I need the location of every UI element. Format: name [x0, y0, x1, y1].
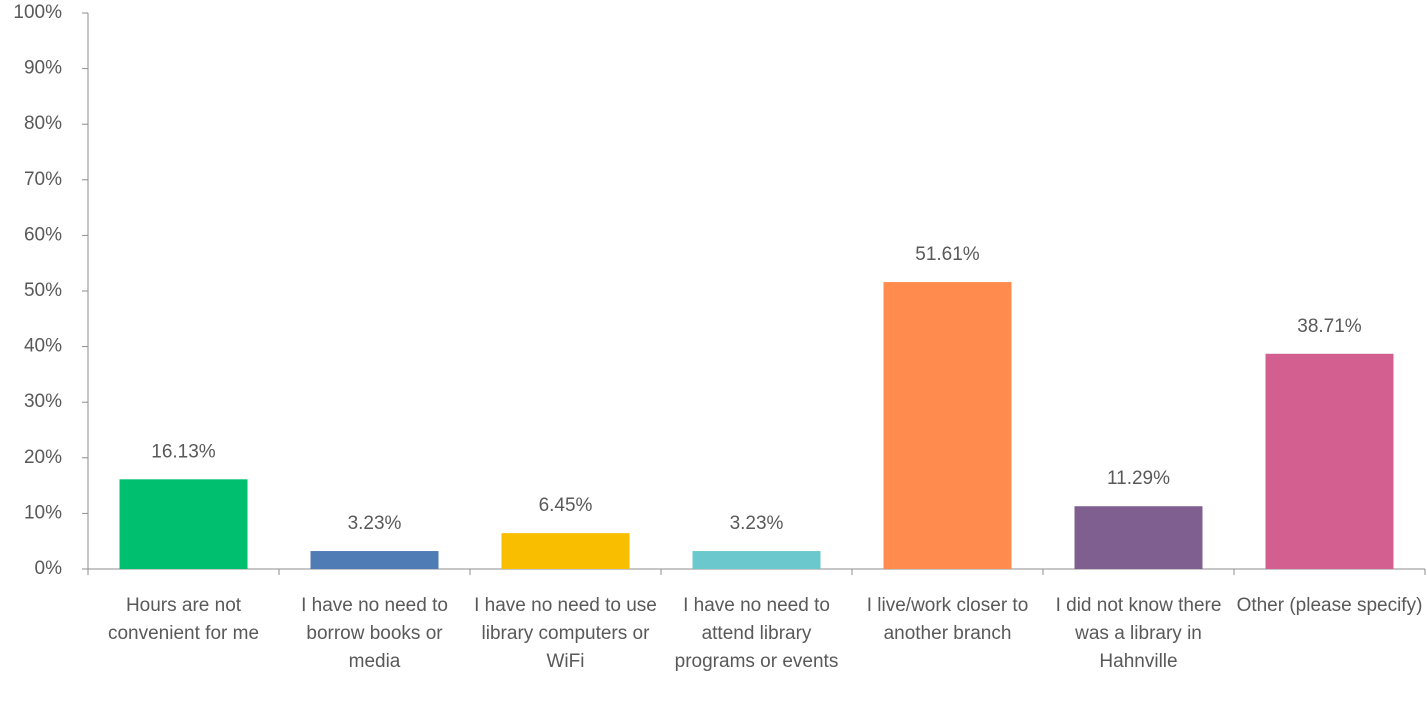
y-tick-label: 60%	[24, 224, 62, 245]
x-tick-label: Hours are not convenient for me	[107, 595, 260, 644]
x-tick-label: I have no need to borrow books or media	[301, 595, 448, 672]
y-tick-label: 40%	[24, 336, 62, 357]
data-label: 6.45%	[539, 495, 593, 516]
y-tick-label: 0%	[35, 558, 63, 579]
x-tick-label: Other (please specify)	[1236, 595, 1423, 616]
data-label: 16.13%	[151, 441, 216, 462]
y-tick-label: 70%	[24, 169, 62, 190]
y-tick-label: 50%	[24, 280, 62, 301]
bar	[883, 282, 1012, 569]
y-tick-label: 80%	[24, 113, 62, 134]
data-label: 38.71%	[1297, 316, 1362, 337]
bar	[119, 479, 248, 569]
bar	[692, 551, 821, 569]
x-tick-label: I live/work closer to another branch	[866, 595, 1029, 644]
y-tick-label: 30%	[24, 391, 62, 412]
x-tick-label: I have no need to use library computers …	[474, 595, 657, 672]
y-tick-label: 10%	[24, 502, 62, 523]
data-label: 3.23%	[348, 513, 402, 534]
y-tick-label: 90%	[24, 58, 62, 79]
bar	[1265, 353, 1394, 569]
data-label: 51.61%	[915, 244, 980, 265]
y-tick-label: 20%	[24, 447, 62, 468]
data-label: 11.29%	[1107, 468, 1170, 489]
x-tick-label: I did not know there was a library in Ha…	[1055, 595, 1222, 672]
bar	[310, 551, 439, 569]
y-tick-label: 100%	[13, 2, 62, 23]
bar	[1074, 506, 1203, 569]
data-label: 3.23%	[730, 513, 784, 534]
bar	[501, 533, 630, 569]
x-tick-label: I have no need to attend library program…	[674, 595, 839, 672]
